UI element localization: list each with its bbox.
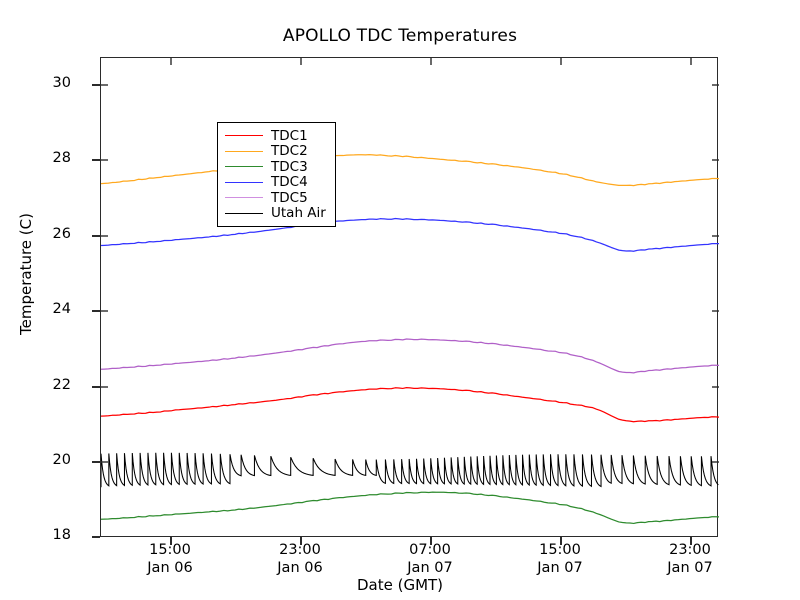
plot-area: TDC1 TDC2 TDC3 TDC4 TDC5 Utah Air bbox=[100, 57, 719, 537]
x-tick-mark bbox=[690, 537, 692, 545]
series-line-tdc1 bbox=[101, 387, 719, 423]
series-line-utah-air bbox=[101, 452, 719, 488]
legend-swatch-utah-air bbox=[225, 212, 263, 214]
series-line-tdc2 bbox=[101, 153, 719, 187]
legend-label-tdc1: TDC1 bbox=[271, 127, 308, 144]
y-tick-label: 26 bbox=[52, 226, 71, 242]
x-tick-time: 15:00 bbox=[149, 542, 191, 558]
x-tick-label: 15:00 Jan 06 bbox=[100, 541, 240, 577]
x-tick-time: 23:00 bbox=[279, 542, 321, 558]
x-tick-time: 07:00 bbox=[409, 542, 451, 558]
x-tick-label: 07:00 Jan 07 bbox=[360, 541, 500, 577]
y-tick-mark bbox=[92, 159, 100, 161]
legend-swatch-tdc4 bbox=[225, 181, 263, 183]
y-tick-mark bbox=[92, 235, 100, 237]
page-title: APOLLO TDC Temperatures bbox=[282, 26, 518, 46]
x-tick-label: 15:00 Jan 07 bbox=[490, 541, 630, 577]
x-tick-mark bbox=[430, 537, 432, 545]
y-tick-label: 28 bbox=[52, 150, 71, 166]
inner-tick-marks bbox=[101, 58, 719, 463]
legend: TDC1 TDC2 TDC3 TDC4 TDC5 Utah Air bbox=[217, 122, 336, 227]
legend-label-utah-air: Utah Air bbox=[271, 205, 326, 222]
legend-item: TDC5 bbox=[225, 190, 326, 206]
plot-svg bbox=[101, 58, 719, 525]
legend-label-tdc3: TDC3 bbox=[271, 158, 308, 175]
x-tick-label: 23:00 Jan 06 bbox=[230, 541, 370, 577]
legend-swatch-tdc5 bbox=[225, 197, 263, 199]
legend-label-tdc4: TDC4 bbox=[271, 174, 308, 191]
legend-item: Utah Air bbox=[225, 205, 326, 222]
legend-item: TDC2 bbox=[225, 143, 326, 160]
legend-item: TDC1 bbox=[225, 128, 326, 144]
legend-item: TDC4 bbox=[225, 174, 326, 191]
y-axis-label: Temperature (C) bbox=[17, 213, 35, 335]
y-tick-mark bbox=[92, 536, 100, 538]
y-tick-label: 20 bbox=[52, 452, 71, 468]
legend-swatch-tdc1 bbox=[225, 135, 263, 137]
utah-air-series bbox=[101, 452, 719, 488]
x-axis-label: Date (GMT) bbox=[356, 576, 444, 594]
legend-label-tdc2: TDC2 bbox=[271, 143, 308, 160]
legend-swatch-tdc2 bbox=[225, 150, 263, 152]
series-line-tdc5 bbox=[101, 338, 719, 374]
x-tick-time: 23:00 bbox=[669, 542, 711, 558]
x-tick-date: Jan 07 bbox=[667, 560, 713, 576]
x-tick-date: Jan 07 bbox=[407, 560, 453, 576]
x-tick-date: Jan 06 bbox=[277, 560, 323, 576]
x-tick-mark bbox=[560, 537, 562, 545]
x-tick-mark bbox=[300, 537, 302, 545]
legend-swatch-tdc3 bbox=[225, 166, 263, 168]
y-tick-mark bbox=[92, 461, 100, 463]
y-tick-label: 22 bbox=[52, 377, 71, 393]
x-tick-date: Jan 06 bbox=[147, 560, 193, 576]
x-tick-time: 15:00 bbox=[539, 542, 581, 558]
legend-item: TDC3 bbox=[225, 159, 326, 175]
series-line-tdc3 bbox=[101, 491, 719, 525]
x-tick-label: 23:00 Jan 07 bbox=[620, 541, 760, 577]
legend-label-tdc5: TDC5 bbox=[271, 189, 308, 206]
y-tick-mark bbox=[92, 386, 100, 388]
y-tick-label: 24 bbox=[52, 301, 71, 317]
series-line-tdc4 bbox=[101, 217, 719, 252]
x-tick-mark bbox=[170, 537, 172, 545]
y-tick-label: 30 bbox=[52, 75, 71, 91]
y-tick-mark bbox=[92, 310, 100, 312]
y-tick-mark bbox=[92, 84, 100, 86]
x-tick-date: Jan 07 bbox=[537, 560, 583, 576]
y-tick-label: 18 bbox=[52, 527, 71, 543]
